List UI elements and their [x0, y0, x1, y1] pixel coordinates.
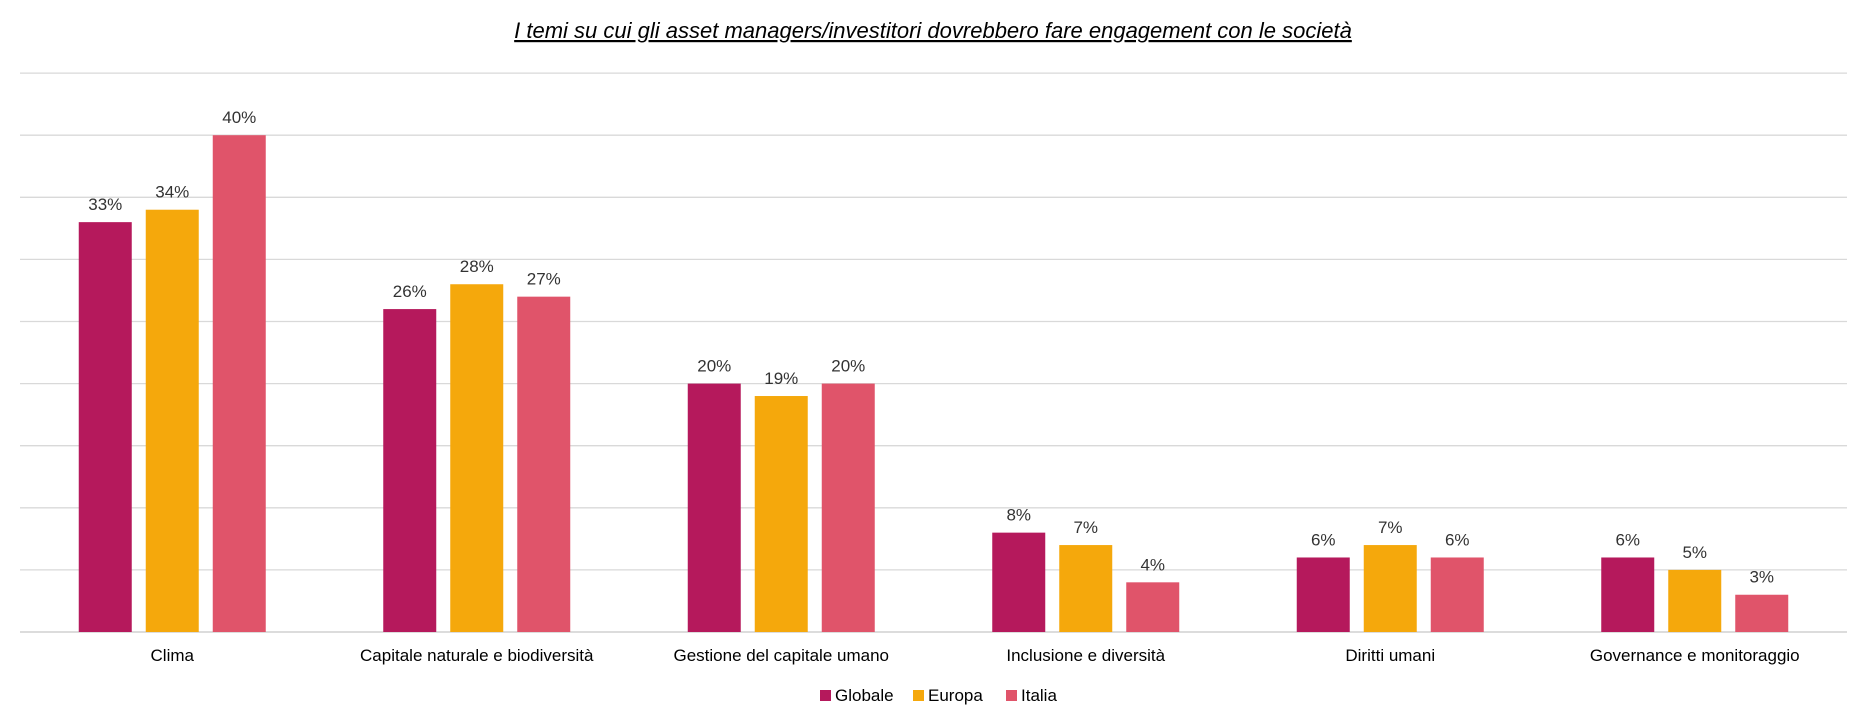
data-label: 7% — [1378, 518, 1403, 537]
bar-europa-1 — [450, 284, 504, 632]
bar-europa-5 — [1668, 569, 1722, 632]
data-label: 8% — [1006, 506, 1031, 525]
data-label: 33% — [88, 195, 122, 214]
bar-italia-0 — [212, 135, 266, 632]
legend-item: Globale — [835, 686, 894, 705]
data-label: 6% — [1445, 530, 1470, 549]
gridlines — [20, 72, 1847, 633]
bars — [78, 135, 1789, 632]
bar-italia-3 — [1126, 582, 1180, 632]
data-label: 6% — [1615, 530, 1640, 549]
data-label: 34% — [155, 183, 189, 202]
data-label: 20% — [697, 357, 731, 376]
data-label: 6% — [1311, 530, 1336, 549]
legend-item: Italia — [1021, 686, 1057, 705]
bar-europa-4 — [1363, 545, 1417, 632]
bar-europa-0 — [145, 209, 199, 632]
data-label: 5% — [1682, 543, 1707, 562]
bar-globale-0 — [78, 222, 132, 632]
data-label: 27% — [527, 270, 561, 289]
bar-globale-4 — [1296, 557, 1350, 632]
bar-europa-2 — [754, 396, 808, 632]
data-label: 28% — [460, 257, 494, 276]
legend-swatch — [820, 690, 831, 701]
data-label: 26% — [393, 282, 427, 301]
bar-labels: 33% 34% 40% 26% 28% 27% 20% 19% 20% 8% 7% 4% 6% 7% 6% 6… — [88, 108, 1774, 587]
category-label: Gestione del capitale umano — [674, 646, 889, 665]
category-label: Diritti umani — [1345, 646, 1435, 665]
bar-europa-3 — [1059, 545, 1113, 632]
data-label: 20% — [831, 357, 865, 376]
bar-globale-1 — [383, 309, 437, 632]
legend-item: Europa — [928, 686, 983, 705]
category-labels: Clima Capitale naturale e biodiversità Ges… — [151, 646, 1800, 665]
bar-italia-5 — [1735, 594, 1789, 632]
legend-swatch — [1006, 690, 1017, 701]
bar-globale-2 — [687, 383, 741, 632]
bar-italia-1 — [517, 296, 571, 632]
data-label: 7% — [1073, 518, 1098, 537]
category-label: Clima — [151, 646, 195, 665]
data-label: 19% — [764, 369, 798, 388]
chart-title: I temi su cui gli asset managers/investi… — [514, 18, 1352, 43]
data-label: 4% — [1140, 555, 1165, 574]
legend: Globale Europa Italia — [820, 686, 1057, 705]
category-label: Inclusione e diversità — [1006, 646, 1165, 665]
bar-globale-3 — [992, 532, 1046, 632]
legend-swatch — [913, 690, 924, 701]
bar-italia-2 — [821, 383, 875, 632]
data-label: 3% — [1749, 568, 1774, 587]
bar-italia-4 — [1430, 557, 1484, 632]
data-label: 40% — [222, 108, 256, 127]
category-label: Capitale naturale e biodiversità — [360, 646, 594, 665]
bar-globale-5 — [1601, 557, 1655, 632]
category-label: Governance e monitoraggio — [1590, 646, 1800, 665]
